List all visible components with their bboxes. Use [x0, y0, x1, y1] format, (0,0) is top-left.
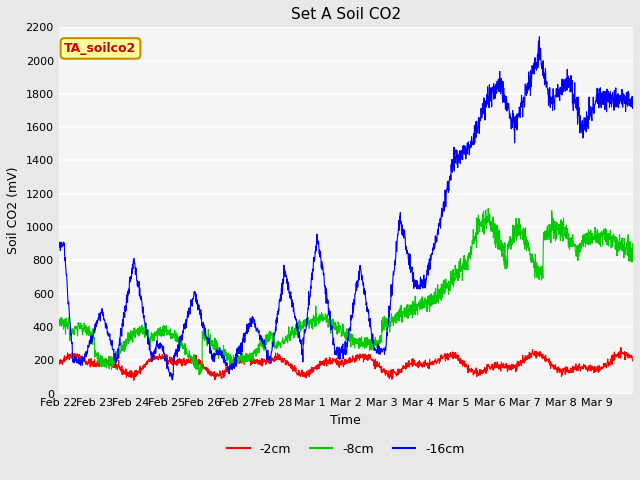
-8cm [319, 318, 327, 324]
-8cm [195, 372, 203, 378]
-2cm [84, 360, 92, 366]
-2cm [508, 364, 515, 370]
-2cm [629, 358, 637, 364]
-8cm [508, 242, 515, 248]
-16cm [629, 105, 637, 111]
-8cm [613, 253, 621, 259]
-16cm [508, 126, 515, 132]
-16cm [168, 377, 176, 383]
-2cm [130, 377, 138, 383]
-8cm [55, 318, 63, 324]
Text: TA_soilco2: TA_soilco2 [65, 42, 136, 55]
-2cm [334, 361, 342, 367]
-2cm [55, 360, 63, 366]
X-axis label: Time: Time [330, 414, 361, 427]
-8cm [334, 319, 342, 325]
-16cm [613, 104, 621, 110]
-16cm [334, 356, 342, 362]
-16cm [55, 243, 63, 249]
Title: Set A Soil CO2: Set A Soil CO2 [291, 7, 401, 22]
-16cm [319, 264, 327, 270]
-16cm [84, 342, 92, 348]
-16cm [536, 34, 543, 40]
-8cm [484, 205, 492, 211]
-8cm [84, 331, 92, 336]
Y-axis label: Soil CO2 (mV): Soil CO2 (mV) [7, 167, 20, 254]
-16cm [613, 96, 621, 102]
-8cm [629, 247, 637, 253]
-8cm [613, 244, 621, 250]
Line: -16cm: -16cm [59, 37, 633, 380]
-2cm [617, 345, 625, 350]
Line: -2cm: -2cm [59, 348, 633, 380]
Legend: -2cm, -8cm, -16cm: -2cm, -8cm, -16cm [222, 438, 470, 461]
-2cm [613, 352, 621, 358]
Line: -8cm: -8cm [59, 208, 633, 375]
-2cm [319, 358, 327, 364]
-2cm [612, 354, 620, 360]
